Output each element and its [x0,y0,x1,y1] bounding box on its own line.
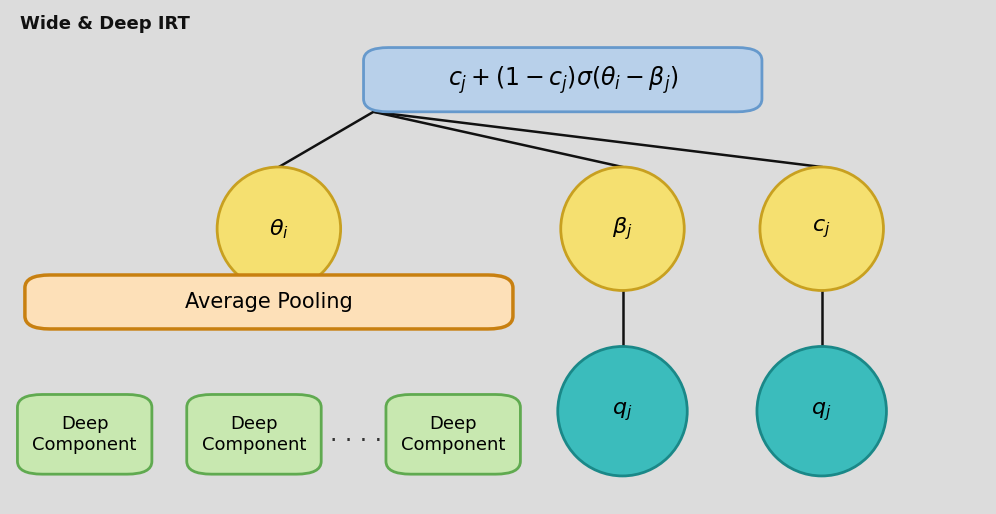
FancyBboxPatch shape [364,48,762,112]
Text: $c_j + (1 - c_j)\sigma(\theta_i - \beta_j)$: $c_j + (1 - c_j)\sigma(\theta_i - \beta_… [447,64,678,96]
Text: Wide & Deep IRT: Wide & Deep IRT [20,15,190,33]
Text: Deep
Component: Deep Component [401,415,505,454]
Ellipse shape [558,346,687,476]
FancyBboxPatch shape [18,395,152,474]
Text: Deep
Component: Deep Component [202,415,306,454]
Text: $q_j$: $q_j$ [613,400,632,423]
FancyBboxPatch shape [386,395,520,474]
Text: Deep
Component: Deep Component [33,415,136,454]
Ellipse shape [561,167,684,290]
Ellipse shape [760,167,883,290]
Ellipse shape [217,167,341,290]
FancyBboxPatch shape [187,395,321,474]
Text: $q_j$: $q_j$ [812,400,832,423]
Text: $\beta_j$: $\beta_j$ [613,215,632,242]
FancyBboxPatch shape [25,275,513,329]
Text: $c_j$: $c_j$ [813,217,831,240]
Text: $\theta_i$: $\theta_i$ [269,217,289,241]
Text: . . . .: . . . . [330,423,381,446]
Text: Average Pooling: Average Pooling [185,292,353,312]
Ellipse shape [757,346,886,476]
